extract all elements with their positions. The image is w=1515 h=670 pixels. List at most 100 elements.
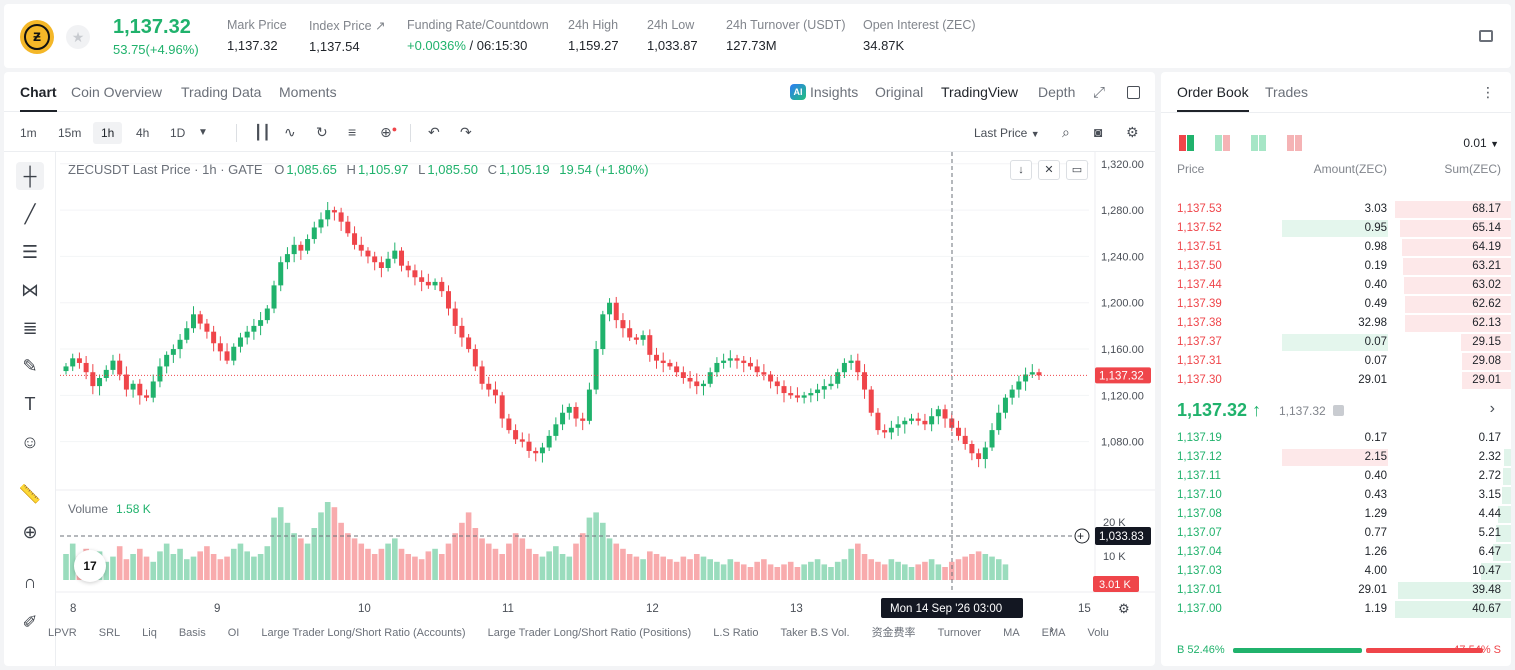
tradingview-logo[interactable]: 17 bbox=[74, 550, 106, 582]
brush-icon[interactable]: ✎ bbox=[22, 356, 38, 376]
indicators-icon[interactable]: ∿ bbox=[284, 124, 296, 140]
interval-1d[interactable]: 1D bbox=[170, 126, 186, 140]
ask-row[interactable]: 1,137.37 0.07 29.15 bbox=[1161, 333, 1511, 352]
price-source-select[interactable]: Last Price ▼ bbox=[974, 126, 1040, 140]
indicator-item[interactable]: LPVR bbox=[48, 627, 77, 639]
indicator-item[interactable]: OI bbox=[227, 627, 240, 639]
undo-icon[interactable]: ↶ bbox=[428, 124, 440, 140]
ask-row[interactable]: 1,137.52 0.95 65.14 bbox=[1161, 219, 1511, 238]
tab-moments[interactable]: Moments bbox=[279, 84, 337, 100]
indicator-item[interactable]: Volu bbox=[1087, 627, 1109, 639]
expand-icon[interactable]: ⤢ bbox=[1093, 84, 1106, 101]
emoji-icon[interactable]: ☺ bbox=[20, 432, 40, 452]
replay-icon[interactable]: ↻ bbox=[316, 124, 328, 140]
book-icon[interactable] bbox=[1479, 30, 1493, 42]
depth-bar bbox=[1403, 277, 1511, 294]
bid-row[interactable]: 1,137.01 29.01 39.48 bbox=[1161, 581, 1511, 600]
indicator-item[interactable]: Large Trader Long/Short Ratio (Positions… bbox=[487, 627, 692, 639]
volume-bar bbox=[472, 528, 479, 580]
tab-chart[interactable]: Chart bbox=[20, 84, 57, 112]
text-icon[interactable]: T bbox=[24, 394, 36, 414]
ask-row[interactable]: 1,137.44 0.40 63.02 bbox=[1161, 276, 1511, 295]
tab-trading-data[interactable]: Trading Data bbox=[181, 84, 262, 100]
ask-row[interactable]: 1,137.38 32.98 62.13 bbox=[1161, 314, 1511, 333]
ask-row[interactable]: 1,137.53 3.03 68.17 bbox=[1161, 200, 1511, 219]
ask-row[interactable]: 1,137.31 0.07 29.08 bbox=[1161, 352, 1511, 371]
indicator-item[interactable]: Turnover bbox=[937, 627, 982, 639]
favorite-star-icon[interactable]: ★ bbox=[66, 25, 90, 49]
candle-type-icon[interactable]: ┃┃ bbox=[254, 124, 271, 140]
gear-icon[interactable]: ⚙ bbox=[1126, 124, 1139, 140]
bid-row[interactable]: 1,137.00 1.19 40.67 bbox=[1161, 600, 1511, 619]
ask-row[interactable]: 1,137.39 0.49 62.62 bbox=[1161, 295, 1511, 314]
pencil-lock-icon[interactable]: ✐ bbox=[22, 612, 38, 632]
interval-1h[interactable]: 1h bbox=[93, 122, 123, 144]
chevron-right-icon[interactable]: › bbox=[1050, 622, 1054, 636]
volume-bar bbox=[620, 548, 626, 580]
collapse-icon[interactable]: ✕ bbox=[1038, 160, 1060, 180]
candle-body bbox=[774, 381, 780, 387]
indicator-item[interactable]: Taker B.S Vol. bbox=[780, 627, 850, 639]
ruler-icon[interactable]: 📏 bbox=[18, 484, 42, 504]
stat-index-price[interactable]: Index Price ↗ 1,137.54 bbox=[309, 19, 386, 54]
add-alert-icon[interactable] bbox=[1074, 528, 1090, 544]
fullscreen-icon[interactable] bbox=[1127, 86, 1140, 99]
camera-icon[interactable]: ◙ bbox=[1094, 124, 1103, 140]
view-tradingview[interactable]: TradingView bbox=[941, 84, 1019, 100]
view-depth[interactable]: Depth bbox=[1038, 84, 1076, 100]
interval-1m[interactable]: 1m bbox=[20, 126, 37, 140]
crosshair-icon[interactable]: ┼ bbox=[16, 162, 44, 190]
book-mode-bids-icon[interactable] bbox=[1215, 135, 1231, 151]
scroll-down-icon[interactable]: ↓ bbox=[1010, 160, 1032, 180]
interval-dropdown-icon[interactable]: ▼ bbox=[198, 127, 208, 138]
candle-body bbox=[204, 323, 210, 332]
book-mode-depth-icon[interactable] bbox=[1287, 135, 1303, 151]
fib-icon[interactable]: ≣ bbox=[22, 318, 38, 338]
templates-icon[interactable]: ≡ bbox=[348, 124, 357, 140]
add-indicator-icon[interactable]: ⊕● bbox=[380, 124, 398, 140]
book-mode-both-icon[interactable] bbox=[1179, 135, 1195, 151]
bid-row[interactable]: 1,137.12 2.15 2.32 bbox=[1161, 448, 1511, 467]
indicator-item[interactable]: MA bbox=[1003, 627, 1020, 639]
insights-button[interactable]: Insights bbox=[810, 84, 859, 100]
indicator-item[interactable]: Basis bbox=[178, 627, 206, 639]
precision-select[interactable]: 0.01 ▼ bbox=[1463, 136, 1499, 150]
bid-row[interactable]: 1,137.08 1.29 4.44 bbox=[1161, 505, 1511, 524]
zoom-in-icon[interactable]: ⊕ bbox=[22, 522, 38, 542]
horizontal-lines-icon[interactable]: ☰ bbox=[21, 242, 39, 262]
more-icon[interactable]: ⋮ bbox=[1481, 84, 1495, 100]
indicator-item[interactable]: Large Trader Long/Short Ratio (Accounts) bbox=[261, 627, 466, 639]
bid-row[interactable]: 1,137.10 0.43 3.15 bbox=[1161, 486, 1511, 505]
indicator-item[interactable]: EMA bbox=[1041, 627, 1066, 639]
interval-4h[interactable]: 4h bbox=[136, 126, 150, 140]
maximize-pane-icon[interactable]: ▭ bbox=[1066, 160, 1088, 180]
book-mode-asks-icon[interactable] bbox=[1251, 135, 1267, 151]
bid-row[interactable]: 1,137.04 1.26 6.47 bbox=[1161, 543, 1511, 562]
chevron-right-icon[interactable]: › bbox=[1489, 400, 1495, 417]
tab-order-book[interactable]: Order Book bbox=[1177, 84, 1249, 112]
indicator-item[interactable]: Liq bbox=[142, 627, 157, 639]
tab-trades[interactable]: Trades bbox=[1265, 84, 1309, 100]
view-original[interactable]: Original bbox=[875, 84, 924, 100]
indicator-item[interactable]: SRL bbox=[98, 627, 121, 639]
pattern-icon[interactable]: ⋈ bbox=[21, 280, 39, 300]
volume-bar bbox=[600, 522, 606, 580]
tab-coin-overview[interactable]: Coin Overview bbox=[71, 84, 163, 100]
trend-line-icon[interactable]: ╱ bbox=[24, 204, 36, 224]
indicator-item[interactable]: L.S Ratio bbox=[713, 627, 759, 639]
bid-row[interactable]: 1,137.11 0.40 2.72 bbox=[1161, 467, 1511, 486]
candlestick-chart[interactable]: 1,320.00 1,280.00 1,240.00 1,200.00 1,160.00… bbox=[4, 152, 1155, 666]
interval-15m[interactable]: 15m bbox=[58, 126, 82, 140]
redo-icon[interactable]: ↷ bbox=[460, 124, 472, 140]
bid-row[interactable]: 1,137.19 0.17 0.17 bbox=[1161, 429, 1511, 448]
search-icon[interactable]: ⌕ bbox=[1062, 124, 1070, 140]
indicator-item[interactable]: 资金费率 bbox=[871, 627, 916, 639]
ask-row[interactable]: 1,137.30 29.01 29.01 bbox=[1161, 371, 1511, 390]
bid-row[interactable]: 1,137.07 0.77 5.21 bbox=[1161, 524, 1511, 543]
ask-row[interactable]: 1,137.51 0.98 64.19 bbox=[1161, 238, 1511, 257]
ask-row[interactable]: 1,137.50 0.19 63.21 bbox=[1161, 257, 1511, 276]
volume-bar bbox=[512, 533, 519, 580]
magnet-icon[interactable]: ∩ bbox=[23, 572, 37, 592]
bid-row[interactable]: 1,137.03 4.00 10.47 bbox=[1161, 562, 1511, 581]
candle-body bbox=[654, 354, 660, 361]
